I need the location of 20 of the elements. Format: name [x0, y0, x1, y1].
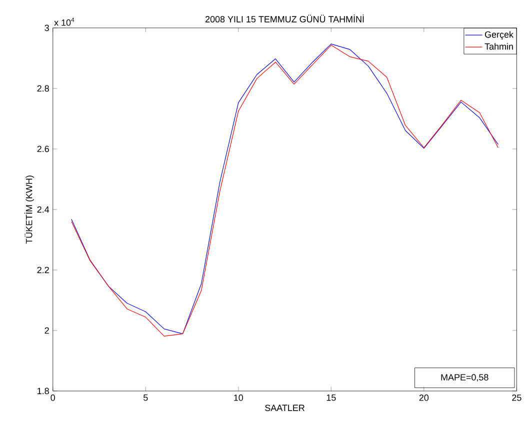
y-tick-label: 2.4: [37, 206, 50, 213]
x-tick-label: 10: [234, 394, 244, 401]
x-axis-title: SAATLER: [265, 404, 304, 412]
y-tick-label: 2: [44, 327, 49, 334]
y-tick-label: 3: [44, 24, 49, 32]
y-axis-title: TÜKETİM (KWH): [24, 176, 34, 244]
x-tick-label: 25: [512, 394, 522, 401]
y-tick-label: 2.2: [37, 266, 49, 274]
x-tick-label: 5: [143, 394, 148, 401]
legend-label: Gerçek: [485, 31, 514, 40]
y-tick-label: 1.8: [38, 388, 49, 394]
legend-label: Tahmin: [484, 43, 513, 50]
y-tick-label: 2.6: [37, 146, 49, 152]
x-tick-label: 15: [326, 394, 336, 401]
annotation: MAPE=0,58: [441, 374, 488, 382]
x-tick-label: 20: [419, 394, 429, 401]
chart-title: 2008 YILI 15 TEMMUZ GÜNÜ TAHMİNİ: [206, 14, 364, 22]
y-tick-label: 2.8: [37, 85, 49, 92]
text: x 10$^{4}$: [54, 18, 74, 26]
x-tick-label: 0: [50, 394, 56, 401]
